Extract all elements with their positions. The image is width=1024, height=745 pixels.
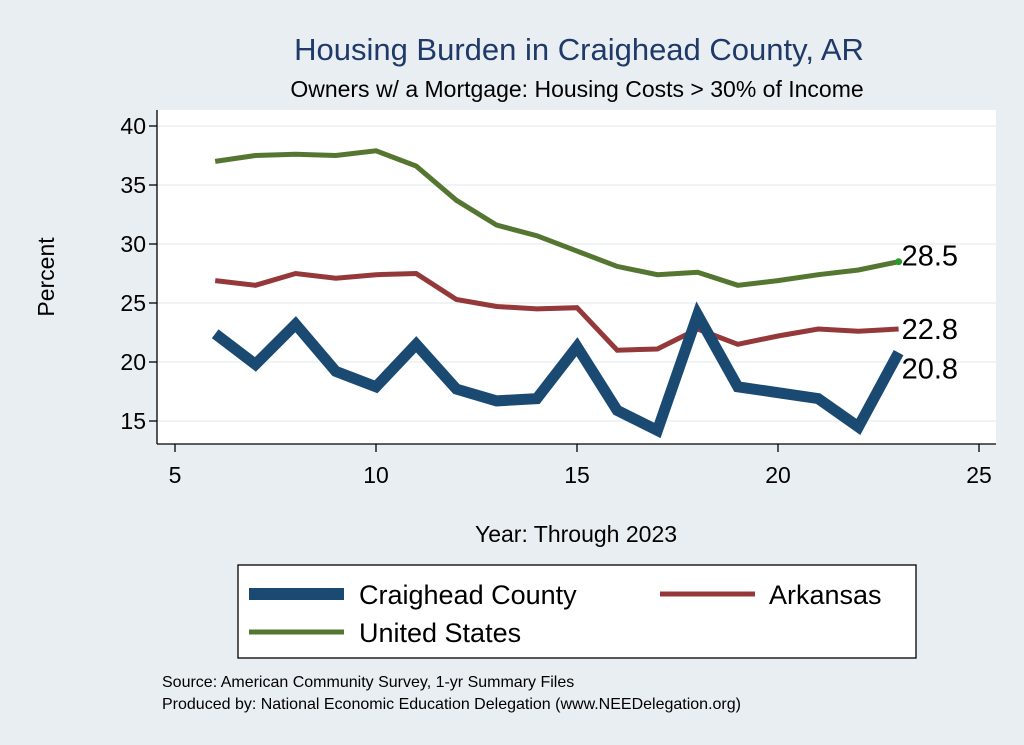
y-tick-label-35: 35 (120, 172, 146, 198)
series-line-united-states (214, 148, 900, 288)
source-note: Source: American Community Survey, 1-yr … (162, 674, 574, 691)
series-line-arkansas (214, 270, 899, 353)
chart-title: Housing Burden in Craighead County, AR (294, 32, 864, 67)
x-tick-label-5: 5 (169, 462, 182, 488)
x-tick-label-20: 20 (765, 462, 791, 488)
point-united-states-23 (895, 258, 903, 266)
legend-label-arkansas: Arkansas (769, 580, 882, 610)
legend-label-united-states: United States (359, 618, 521, 648)
y-tick-label-15: 15 (120, 408, 146, 434)
x-tick-label-10: 10 (363, 462, 389, 488)
y-axis-title: Percent (33, 237, 59, 317)
producer-note: Produced by: National Economic Education… (162, 696, 741, 713)
end-labels: 20.8 22.8 28.5 (902, 241, 958, 386)
y-tick-label-40: 40 (120, 113, 146, 139)
y-tick-label-30: 30 (120, 231, 146, 257)
end-label-arkansas: 22.8 (902, 314, 958, 346)
x-tick-label-15: 15 (564, 462, 590, 488)
gridlines (157, 125, 996, 422)
y-tick-label-20: 20 (120, 349, 146, 375)
x-axis-title: Year: Through 2023 (475, 521, 677, 547)
end-label-united-states: 28.5 (902, 241, 958, 273)
legend-label-craighead: Craighead County (359, 580, 577, 610)
legend-box (237, 564, 917, 659)
legend: Craighead County Arkansas United States (237, 564, 917, 659)
series-line-craighead (211, 301, 904, 439)
series-lines (211, 148, 904, 439)
end-label-craighead: 20.8 (902, 354, 958, 386)
plot-area (157, 110, 996, 444)
chart-subtitle: Owners w/ a Mortgage: Housing Costs > 30… (290, 76, 863, 102)
x-tick-label-25: 25 (966, 462, 992, 488)
y-tick-label-25: 25 (120, 290, 146, 316)
x-axis-ticks: 5 10 15 20 25 (169, 444, 992, 488)
y-axis-ticks: 15 20 25 30 35 40 (120, 113, 157, 434)
